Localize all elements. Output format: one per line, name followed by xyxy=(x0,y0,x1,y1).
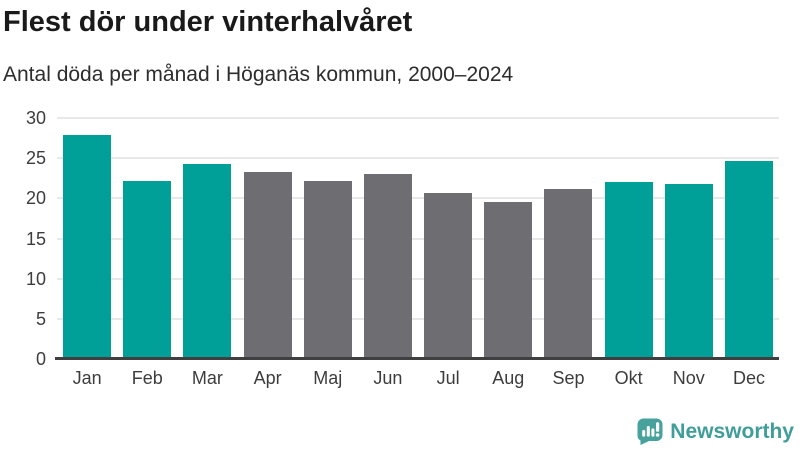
x-axis-line xyxy=(55,357,779,360)
chart-title: Flest dör under vinterhalvåret xyxy=(3,6,413,38)
bar-dec xyxy=(724,160,773,359)
y-tick-label: 20 xyxy=(25,188,46,209)
bar-jun xyxy=(363,174,412,359)
gridline-25 xyxy=(57,157,779,160)
x-tick-label-aug: Aug xyxy=(492,368,525,388)
bar-slot-jun xyxy=(358,118,418,359)
bar-jan xyxy=(63,134,112,359)
bar-maj xyxy=(303,181,352,359)
bar-jul xyxy=(424,192,473,359)
x-tick-label-okt: Okt xyxy=(614,368,643,388)
y-tick-label: 5 xyxy=(35,308,46,329)
y-tick-label: 25 xyxy=(25,148,46,169)
bar-mar xyxy=(183,163,232,359)
x-tick-label-jul: Jul xyxy=(436,368,460,388)
y-tick-label: 15 xyxy=(25,228,46,249)
x-tick-label-sep: Sep xyxy=(552,368,585,388)
bar-aug xyxy=(484,202,533,359)
x-tick-label-jan: Jan xyxy=(72,368,102,388)
gridline-5 xyxy=(57,317,779,320)
bar-nov xyxy=(664,183,713,359)
gridline-10 xyxy=(57,277,779,280)
bar-slot-jul xyxy=(418,118,478,359)
y-tick-label: 10 xyxy=(25,268,46,289)
x-tick-label-feb: Feb xyxy=(131,368,163,388)
bar-apr xyxy=(243,171,292,359)
plot-area xyxy=(55,117,779,360)
x-tick-label-jun: Jun xyxy=(373,368,403,388)
bar-okt xyxy=(604,182,653,359)
bar-slot-mar xyxy=(177,118,237,359)
bar-slot-maj xyxy=(298,118,358,359)
bar-chart-speech-bubble-icon xyxy=(637,418,663,445)
y-tick-label: 30 xyxy=(25,108,46,128)
bar-slot-feb xyxy=(117,118,177,359)
bar-feb xyxy=(123,180,172,359)
bar-slot-dec xyxy=(719,118,779,359)
x-tick-label-mar: Mar xyxy=(191,368,223,388)
bar-series xyxy=(57,118,779,359)
bar-slot-nov xyxy=(659,118,719,359)
bar-slot-apr xyxy=(238,118,298,359)
bar-slot-jan xyxy=(57,118,117,359)
bar-slot-sep xyxy=(538,118,598,359)
bar-slot-okt xyxy=(599,118,659,359)
gridline-20 xyxy=(57,197,779,200)
bar-sep xyxy=(544,188,593,359)
x-tick-label-apr: Apr xyxy=(253,368,282,388)
chart-subtitle: Antal döda per månad i Höganäs kommun, 2… xyxy=(3,63,514,86)
x-tick-label-maj: Maj xyxy=(313,368,343,388)
y-tick-label: 0 xyxy=(35,349,46,369)
x-tick-label-dec: Dec xyxy=(732,368,765,388)
x-axis-labels: Jan Feb Mar Apr Maj Jun Jul Aug Sep Okt Nov Dec xyxy=(57,368,779,389)
bar-slot-aug xyxy=(478,118,538,359)
x-tick-label-nov: Nov xyxy=(672,368,705,388)
brand-name: Newsworthy xyxy=(670,419,794,443)
gridline-15 xyxy=(57,237,779,240)
y-axis-labels: 0 5 10 15 20 25 30 xyxy=(0,109,46,368)
gridline-30 xyxy=(57,117,779,119)
newsworthy-logo: Newsworthy xyxy=(637,418,794,445)
